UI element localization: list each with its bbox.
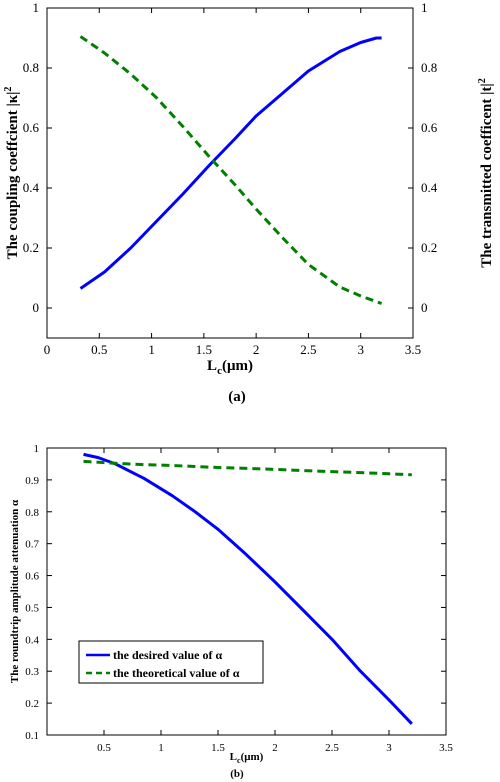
chart-b-x-axis-label: Lc(μm): [230, 751, 264, 765]
chart-b-x-axis-label-unit: (μm): [241, 751, 264, 763]
a-y-tick-label-right: 0.2: [421, 240, 437, 255]
b-x-tick-label: 2.5: [325, 742, 339, 754]
b-y-tick-label: 1: [34, 443, 40, 455]
chart-b-x-axis-label-sub: c: [237, 756, 241, 765]
b-x-tick-label: 0.5: [97, 742, 111, 754]
a-x-tick-label: 0: [44, 342, 51, 357]
b-y-tick-label: 0.7: [25, 539, 39, 551]
a-x-tick-label: 3: [357, 342, 364, 357]
b-y-tick-label: 0.8: [25, 507, 39, 519]
a-x-tick-label: 1.5: [196, 342, 212, 357]
a-y-tick-label-right: 0.8: [421, 60, 437, 75]
b-x-tick-label: 1: [158, 742, 164, 754]
chart-b: 0.5 1 1.5 2 2.5 3 3.5 0.1 0.2 0.3 0.4 0.5 0.6 0.7 0.8 0…: [9, 443, 453, 780]
a-y-tick-label-right: 1: [421, 0, 428, 15]
chart-a-y-axis-label-left: The coupling coeffcient |κ|2: [3, 87, 21, 260]
b-y-tick-label: 0.3: [25, 666, 39, 678]
chart-a-y-axis-label-right: The transmitted coefficent |t|2: [477, 78, 495, 267]
chart-a-x-axis-label-sub: c: [217, 365, 222, 377]
chart-b-series: [83, 452, 413, 725]
chart-a-y-axis-label-right-text: The transmitted coefficent |t|: [479, 83, 495, 267]
chart-b-ticks: 0.5 1 1.5 2 2.5 3 3.5 0.1 0.2 0.3 0.4 0.5 0.6 0.7 0.8 0…: [25, 443, 453, 754]
chart-a-ticks: 0 0.5 1 1.5 2 2.5 3 3.5 0 0 0.2 0.2 0.4 0.4 0.6 0.6 0.8 0…: [23, 0, 438, 357]
chart-b-y-axis-label: The roundtrip amplitude attenuation α: [9, 499, 21, 683]
b-x-tick-label: 3.5: [439, 742, 453, 754]
chart-a-panel-label: (a): [228, 389, 246, 405]
a-x-tick-label: 3.5: [405, 342, 421, 357]
a-series-line-0: [79, 36, 382, 290]
chart-b-legend: the desired value of α the theoretical v…: [78, 640, 264, 684]
chart-a-y-axis-label-left-text: The coupling coeffcient |κ|: [5, 92, 21, 260]
chart-a-x-axis-label: Lc(μm): [207, 358, 253, 377]
b-y-tick-label: 0.5: [25, 602, 39, 614]
chart-b-plot-area: [46, 447, 447, 736]
chart-b-legend-entry-0: the desired value of α: [113, 648, 222, 662]
chart-a-plot-area: [46, 7, 414, 339]
chart-a-series: [79, 35, 383, 305]
a-y-tick-label-right: 0.4: [421, 180, 438, 195]
a-x-tick-label: 2.5: [300, 342, 316, 357]
chart-b-panel-label: (b): [230, 768, 244, 780]
a-y-tick-label: 0.6: [23, 120, 40, 135]
a-y-tick-label: 0.8: [23, 60, 39, 75]
a-x-tick-label: 2: [253, 342, 260, 357]
b-y-tick-label: 0.9: [25, 475, 39, 487]
b-series-line-0: [83, 452, 413, 725]
b-y-tick-label: 0.1: [25, 730, 39, 742]
a-y-tick-label: 0.2: [23, 240, 39, 255]
chart-b-x-axis-label-main: L: [230, 751, 237, 763]
a-series-line-1: [79, 35, 383, 305]
a-x-tick-label: 0.5: [91, 342, 107, 357]
a-y-tick-label-right: 0.6: [421, 120, 438, 135]
chart-a-x-axis-label-unit: (μm): [222, 358, 253, 374]
chart-a-x-axis-label-main: L: [207, 358, 217, 374]
b-series-line-1: [83, 459, 412, 477]
a-y-tick-label: 1: [33, 0, 40, 15]
b-x-tick-label: 2: [272, 742, 278, 754]
b-y-tick-label: 0.2: [25, 698, 39, 710]
a-y-tick-label: 0.4: [23, 180, 40, 195]
chart-a-y-axis-label-left-sup: 2: [3, 87, 14, 92]
a-x-tick-label: 1: [148, 342, 155, 357]
chart-b-legend-box: [78, 640, 264, 684]
a-y-tick-label: 0: [33, 300, 40, 315]
chart-b-legend-entry-1: the theoretical value of α: [113, 666, 240, 680]
b-y-tick-label: 0.6: [25, 571, 39, 583]
b-y-tick-label: 0.4: [25, 634, 39, 646]
chart-a-y-axis-label-right-sup: 2: [477, 78, 488, 83]
b-x-tick-label: 3: [386, 742, 392, 754]
chart-a: 0 0.5 1 1.5 2 2.5 3 3.5 0 0 0.2 0.2 0.4 0.4 0.6 0.6 0.8 0…: [3, 0, 495, 405]
a-y-tick-label-right: 0: [421, 300, 428, 315]
b-x-tick-label: 1.5: [211, 742, 225, 754]
